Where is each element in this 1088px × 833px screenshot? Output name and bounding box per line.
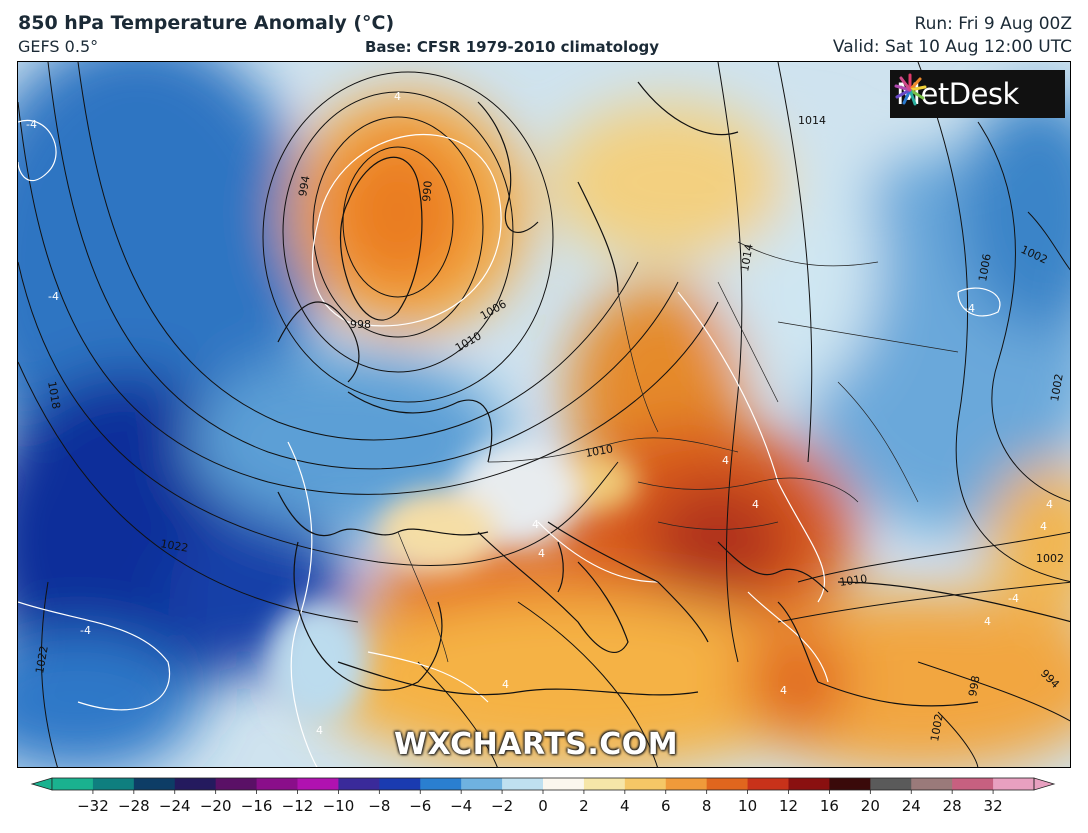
anomaly-label-group: -4 -4 -4 -4 -4 4 4 4 4 4 4 4 4 4 4 4 — [26, 90, 1053, 737]
valid-time-label: Valid: Sat 10 Aug 12:00 UTC — [832, 37, 1072, 57]
model-label: GEFS 0.5° — [18, 37, 99, 56]
anomaly-label: -4 — [26, 118, 37, 131]
metdesk-starburst-icon — [894, 73, 927, 106]
anomaly-label: 4 — [780, 684, 787, 697]
coastlines — [277, 81, 1070, 707]
colorbar-svg — [30, 777, 1056, 794]
colorbar-tick-label: 28 — [942, 797, 962, 815]
colorbar-swatch — [665, 778, 708, 790]
colorbar-tick-label: −6 — [409, 797, 432, 815]
colorbar-tick-label: 4 — [620, 797, 630, 815]
isobar-label: 1022 — [33, 645, 51, 675]
anomaly-label: 4 — [1040, 520, 1047, 533]
anomaly-label: 4 — [532, 518, 539, 531]
anomaly-label: 4 — [984, 615, 991, 628]
base-climatology-label: Base: CFSR 1979-2010 climatology — [365, 38, 660, 56]
run-time-label: Run: Fri 9 Aug 00Z — [914, 14, 1072, 34]
colorbar-tick-label: 0 — [538, 797, 548, 815]
colorbar-swatch — [706, 778, 749, 790]
anomaly-label: -4 — [48, 290, 59, 303]
anomaly-label: 4 — [1046, 498, 1053, 511]
wxcharts-watermark: WXCHARTS.COM — [394, 727, 679, 762]
colorbar-swatch — [788, 778, 830, 790]
colorbar-swatch — [543, 778, 585, 790]
colorbar-swatch — [420, 778, 462, 790]
chart-title: 850 hPa Temperature Anomaly (°C) — [18, 12, 395, 34]
colorbar-swatch — [379, 778, 421, 790]
anomaly-label: -4 — [80, 624, 91, 637]
isobar-lines — [18, 62, 1070, 767]
anomaly-label: 4 — [502, 678, 509, 691]
isobar-label: 1014 — [798, 114, 826, 127]
isobar-label: 998 — [350, 318, 371, 331]
colorbar-swatch — [215, 778, 258, 790]
colorbar-tick-label: 24 — [901, 797, 921, 815]
isobar-label: 1010 — [839, 572, 869, 589]
colorbar-swatch — [747, 778, 789, 790]
colorbar-swatch — [502, 778, 544, 790]
colorbar-tick-label: 32 — [983, 797, 1003, 815]
colorbar-tick-label: 20 — [860, 797, 880, 815]
colorbar-tick-label: 2 — [579, 797, 589, 815]
colorbar-tick-label: −4 — [450, 797, 473, 815]
colorbar-tick-label: 8 — [701, 797, 712, 815]
colorbar-swatch — [52, 778, 94, 790]
colorbar-arrow-right — [1033, 777, 1056, 791]
colorbar-tick-label: −20 — [199, 797, 232, 815]
colorbar-swatch — [870, 778, 912, 790]
colorbar-swatch — [133, 778, 176, 790]
anomaly-label: -4 — [1008, 592, 1019, 605]
colorbar-swatch — [338, 778, 380, 790]
country-borders — [397, 241, 959, 663]
colorbar-tick-label: 12 — [778, 797, 799, 815]
colorbar-swatch — [583, 778, 626, 790]
colorbar-tick-label: 10 — [738, 797, 758, 815]
isobar-label: 990 — [420, 180, 435, 202]
isobar-label: 994 — [296, 175, 312, 198]
colorbar-tick-label: 6 — [660, 797, 671, 815]
colorbar-swatch — [829, 778, 871, 790]
colorbar-swatch — [624, 778, 667, 790]
colorbar-swatch — [952, 778, 994, 790]
colorbar-swatch — [92, 778, 135, 790]
colorbar-tick-label: −8 — [368, 797, 391, 815]
colorbar-tick-label: −12 — [281, 797, 314, 815]
colorbar-tick-label: −16 — [240, 797, 273, 815]
isobar-label: 1022 — [159, 537, 189, 555]
isobar-label: 1002 — [928, 713, 946, 743]
anomaly-label: 4 — [538, 547, 545, 560]
colorbar-swatch — [461, 778, 503, 790]
colorbar-swatch — [174, 778, 217, 790]
anomaly-label: 4 — [394, 90, 401, 103]
isobar-label: 1010 — [584, 442, 614, 460]
colorbar-swatch — [911, 778, 953, 790]
colorbar-tick-label: −32 — [77, 797, 109, 815]
anomaly-label: 4 — [752, 498, 759, 511]
isobar-label: 998 — [966, 675, 982, 698]
map-canvas: 994 990 998 1006 1010 1014 1014 1018 102… — [18, 62, 1070, 767]
colorbar-tick-label: −28 — [118, 797, 150, 815]
isobar-label: 1002 — [1048, 373, 1066, 403]
metdesk-logo: MetDesk — [890, 70, 1065, 118]
anomaly-label: 4 — [316, 724, 323, 737]
anomaly-label: -4 — [964, 302, 975, 315]
colorbar-tick-label: −24 — [158, 797, 191, 815]
colorbar-swatch — [297, 778, 339, 790]
colorbar-swatch — [256, 778, 298, 790]
colorbar-tick-label: −2 — [491, 797, 514, 815]
isobar-label: 1002 — [1036, 552, 1064, 565]
anomaly-shading — [18, 62, 1070, 767]
colorbar-swatch — [993, 778, 1035, 790]
colorbar-arrow-left — [30, 777, 53, 791]
isobar-label: 1014 — [738, 243, 756, 273]
anomaly-map: 994 990 998 1006 1010 1014 1014 1018 102… — [17, 61, 1071, 768]
colorbar-tick-label: 16 — [819, 797, 839, 815]
anomaly-label: 4 — [722, 454, 729, 467]
colorbar-tick-label: −10 — [322, 797, 355, 815]
isobar-label: 1018 — [45, 380, 63, 410]
isobar-label: 1006 — [976, 253, 994, 283]
